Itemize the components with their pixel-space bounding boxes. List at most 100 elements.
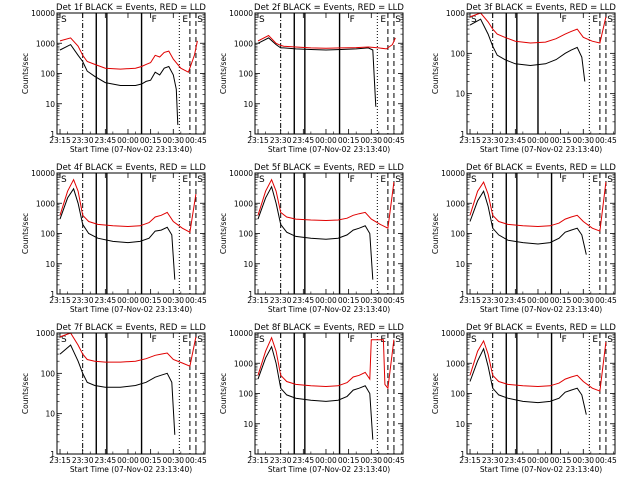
chart-panel: Det 3f BLACK = Events, RED = LLD Counts/s… — [431, 3, 617, 154]
x-tick-label: 23:30 — [482, 456, 504, 465]
region-label: E — [182, 175, 188, 185]
y-tick-label: 10000 — [229, 329, 253, 338]
x-tick-label: 00:45 — [595, 136, 617, 145]
x-tick-label: 23:15 — [247, 456, 269, 465]
x-axis-label: Start Time (07-Nov-02 23:13:40) — [480, 145, 602, 154]
y-tick-label: 10 — [45, 410, 55, 419]
x-axis-label: Start Time (07-Nov-02 23:13:40) — [268, 145, 390, 154]
region-label: S — [259, 175, 265, 185]
y-axis-label: Counts/sec — [219, 213, 228, 254]
y-tick-label: 100 — [239, 70, 254, 79]
chart-panel: Det 2f BLACK = Events, RED = LLD Counts/s… — [219, 3, 405, 154]
x-tick-label: 00:45 — [185, 296, 207, 305]
lld-series-line — [257, 178, 395, 229]
plot-frame — [56, 172, 206, 295]
events-series-line — [257, 185, 374, 280]
x-tick-label: 00:45 — [595, 456, 617, 465]
x-tick-label: 00:30 — [572, 456, 594, 465]
region-label: F — [562, 175, 567, 185]
y-tick-label: 1 — [50, 130, 55, 139]
y-tick-label: 1000 — [446, 9, 465, 18]
x-tick-label: 00:00 — [315, 456, 337, 465]
x-tick-label: 23:45 — [95, 136, 117, 145]
y-tick-label: 100 — [451, 49, 466, 58]
x-tick-label: 00:30 — [162, 296, 184, 305]
x-tick-label: 23:15 — [247, 296, 269, 305]
y-tick-label: 10000 — [229, 9, 253, 18]
chart-panel: Det 4f BLACK = Events, RED = LLD Counts/s… — [21, 163, 207, 314]
y-axis-label: Counts/sec — [431, 53, 440, 94]
x-tick-label: 23:30 — [72, 456, 94, 465]
events-series-line — [257, 345, 374, 440]
chart-panel: Det 7f BLACK = Events, RED = LLD Counts/s… — [21, 323, 207, 474]
x-tick-label: 23:45 — [95, 456, 117, 465]
x-tick-label: 23:45 — [505, 136, 527, 145]
lld-series-line — [469, 181, 607, 232]
x-tick-label: 00:00 — [117, 456, 139, 465]
plot-frame — [254, 172, 404, 295]
y-tick-label: 1000 — [36, 39, 55, 48]
y-tick-label: 1000 — [234, 39, 253, 48]
region-label: E — [592, 15, 598, 25]
x-tick-label: 23:45 — [505, 456, 527, 465]
x-tick-label: 00:45 — [383, 136, 405, 145]
y-tick-label: 100 — [41, 70, 56, 79]
chart-title: Det 3f BLACK = Events, RED = LLD — [466, 3, 616, 13]
region-label: E — [380, 175, 386, 185]
y-tick-label: 10 — [243, 260, 253, 269]
region-label: S — [471, 175, 477, 185]
chart-panel: Det 1f BLACK = Events, RED = LLD Counts/s… — [21, 3, 207, 154]
y-axis-label: Counts/sec — [21, 373, 30, 414]
y-tick-label: 100 — [41, 369, 56, 378]
region-label: F — [152, 175, 157, 185]
x-tick-label: 23:15 — [459, 296, 481, 305]
region-label: S — [471, 335, 477, 345]
region-label: F — [350, 15, 355, 25]
region-label: S — [395, 335, 401, 345]
events-series-line — [469, 18, 586, 82]
chart-panel: Det 8f BLACK = Events, RED = LLD Counts/s… — [219, 323, 405, 474]
chart-title: Det 2f BLACK = Events, RED = LLD — [254, 3, 404, 13]
x-tick-label: 23:45 — [293, 456, 315, 465]
y-tick-label: 100 — [41, 230, 56, 239]
x-tick-label: 23:30 — [482, 296, 504, 305]
y-axis-label: Counts/sec — [219, 53, 228, 94]
y-tick-label: 10 — [455, 420, 465, 429]
x-tick-label: 23:30 — [270, 296, 292, 305]
x-tick-label: 23:30 — [482, 136, 504, 145]
y-tick-label: 10000 — [229, 169, 253, 178]
region-label: S — [197, 175, 203, 185]
chart-title: Det 8f BLACK = Events, RED = LLD — [254, 323, 404, 333]
x-tick-label: 00:15 — [338, 296, 360, 305]
y-tick-label: 1000 — [234, 359, 253, 368]
x-axis-label: Start Time (07-Nov-02 23:13:40) — [70, 305, 192, 314]
x-axis-label: Start Time (07-Nov-02 23:13:40) — [480, 465, 602, 474]
x-tick-label: 00:00 — [315, 296, 337, 305]
events-series-line — [59, 187, 176, 280]
region-label: F — [350, 335, 355, 345]
region-label: S — [395, 15, 401, 25]
y-axis-label: Counts/sec — [21, 53, 30, 94]
chart-panel: Det 6f BLACK = Events, RED = LLD Counts/s… — [431, 163, 617, 314]
lld-series-line — [469, 339, 607, 392]
y-tick-label: 1000 — [446, 199, 465, 208]
x-tick-label: 00:00 — [527, 296, 549, 305]
x-tick-label: 23:15 — [247, 136, 269, 145]
y-tick-label: 1 — [460, 450, 465, 459]
x-tick-label: 23:30 — [270, 136, 292, 145]
x-tick-label: 00:45 — [595, 296, 617, 305]
y-tick-label: 1000 — [36, 199, 55, 208]
events-series-line — [59, 43, 179, 125]
region-label: F — [152, 15, 157, 25]
lld-series-line — [59, 37, 198, 73]
x-tick-label: 00:45 — [383, 456, 405, 465]
x-axis-label: Start Time (07-Nov-02 23:13:40) — [268, 305, 390, 314]
chart-panel: Det 9f BLACK = Events, RED = LLD Counts/s… — [431, 323, 617, 474]
y-axis-label: Counts/sec — [219, 373, 228, 414]
y-axis-label: Counts/sec — [431, 213, 440, 254]
chart-title: Det 4f BLACK = Events, RED = LLD — [56, 163, 206, 173]
x-tick-label: 23:45 — [293, 296, 315, 305]
x-axis-label: Start Time (07-Nov-02 23:13:40) — [70, 145, 192, 154]
y-tick-label: 10000 — [31, 9, 55, 18]
plot-frame — [466, 332, 616, 455]
